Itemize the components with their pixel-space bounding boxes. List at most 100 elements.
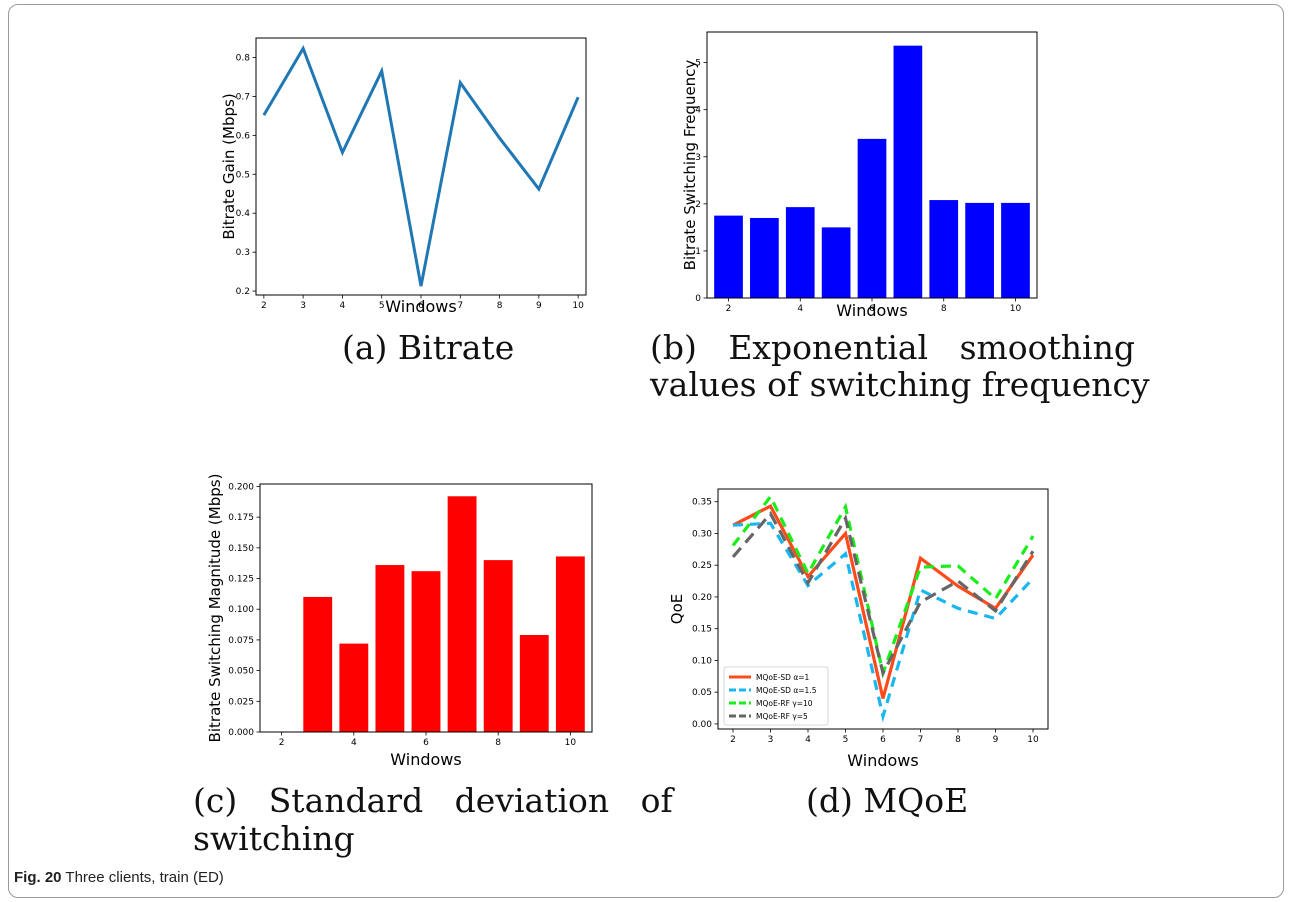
y-tick-label: 1 bbox=[695, 247, 701, 257]
x-tick-label: 2 bbox=[261, 301, 267, 311]
x-axis-label: Windows bbox=[390, 750, 461, 769]
switching-magnitude-chart: 2 4 6 8 10 0.000 0.025 0.050 0.075 0.100 0.125 0.15… bbox=[206, 474, 593, 769]
x-tick-label: 8 bbox=[955, 735, 961, 745]
y-tick-label: 0.6 bbox=[236, 131, 251, 141]
x-tick-label: 3 bbox=[768, 735, 774, 745]
caption-a: (a) Bitrate bbox=[342, 328, 515, 367]
y-axis-label: QoE bbox=[668, 594, 686, 624]
y-tick-label: 0.000 bbox=[228, 728, 254, 738]
x-tick-label: 4 bbox=[340, 301, 346, 311]
x-tick-label: 6 bbox=[869, 304, 875, 314]
panel-b: 2 4 6 8 10 0 1 2 3 4 5 Windows Bitrate Switching Fre… bbox=[670, 20, 1070, 330]
panel-d: 2 3 4 5 6 7 8 9 10 0.00 0.05 0.10 0.15 0.20 0.25 0.30 0.… bbox=[660, 470, 1080, 780]
bar bbox=[785, 207, 815, 298]
legend-box bbox=[723, 666, 829, 726]
x-tick-label: 5 bbox=[379, 301, 385, 311]
y-tick-label: 0.25 bbox=[692, 561, 712, 571]
y-tick-label: 0.075 bbox=[228, 636, 254, 646]
caption-d: (d) MQoE bbox=[806, 781, 969, 820]
x-tick-label: 8 bbox=[495, 738, 501, 748]
y-tick-label: 0.200 bbox=[228, 482, 254, 492]
bitrate-gain-chart: 2 3 4 5 6 7 8 9 10 0.2 0.3 0.4 0.5 0.6 0.7 0.8 Windows Bi… bbox=[220, 37, 587, 316]
bar bbox=[375, 565, 405, 732]
x-tick-label: 6 bbox=[880, 735, 886, 745]
switching-frequency-chart: 2 4 6 8 10 0 1 2 3 4 5 Windows Bitrate Switching Fre… bbox=[681, 31, 1038, 320]
y-axis-label: Bitrate Switching Frequency bbox=[681, 60, 699, 271]
bar bbox=[929, 200, 959, 298]
y-tick-label: 0.3 bbox=[236, 248, 250, 258]
y-tick-label: 0 bbox=[695, 294, 701, 304]
bar bbox=[714, 215, 743, 298]
legend-label: MQoE-RF γ=5 bbox=[756, 712, 808, 721]
bar bbox=[411, 571, 441, 732]
bar bbox=[893, 45, 923, 298]
x-tick-label: 2 bbox=[279, 738, 285, 748]
y-tick-label: 0.15 bbox=[692, 625, 712, 635]
y-tick-label: 0.025 bbox=[228, 697, 254, 707]
y-axis-label: Bitrate Gain (Mbps) bbox=[220, 93, 238, 239]
legend-label: MQoE-SD α=1 bbox=[756, 673, 810, 682]
series-line bbox=[732, 504, 1035, 699]
x-tick-label: 7 bbox=[918, 735, 924, 745]
y-tick-label: 0.2 bbox=[236, 287, 250, 297]
x-tick-label: 9 bbox=[993, 735, 999, 745]
y-tick-label: 0.7 bbox=[236, 92, 250, 102]
bar bbox=[965, 202, 994, 298]
mqoe-chart: 2 3 4 5 6 7 8 9 10 0.00 0.05 0.10 0.15 0.20 0.25 0.30 0.… bbox=[668, 488, 1049, 770]
y-axis-label: Bitrate Switching Magnitude (Mbps) bbox=[206, 474, 224, 743]
caption-c-line1: (c) Standard deviation of bbox=[193, 781, 673, 820]
x-tick-label: 7 bbox=[457, 301, 463, 311]
x-tick-label: 4 bbox=[805, 735, 811, 745]
y-tick-label: 0.175 bbox=[228, 513, 254, 523]
x-tick-label: 10 bbox=[565, 738, 577, 748]
x-tick-label: 4 bbox=[797, 304, 803, 314]
x-tick-label: 10 bbox=[572, 301, 584, 311]
bar bbox=[857, 138, 887, 298]
y-tick-label: 0.100 bbox=[228, 605, 254, 615]
figure-frame bbox=[8, 4, 1284, 898]
y-tick-label: 5 bbox=[695, 59, 701, 69]
x-axis-label: Windows bbox=[847, 751, 918, 770]
caption-b-line2: values of switching frequency bbox=[650, 365, 1150, 404]
bar bbox=[1001, 202, 1030, 298]
y-tick-label: 0.5 bbox=[236, 170, 250, 180]
y-tick-label: 0.20 bbox=[692, 593, 712, 603]
caption-c-line2: switching bbox=[193, 819, 355, 858]
y-tick-label: 0.4 bbox=[236, 209, 251, 219]
legend-label: MQoE-RF γ=10 bbox=[756, 699, 813, 708]
x-tick-label: 8 bbox=[497, 301, 503, 311]
legend: MQoE-SD α=1 MQoE-SD α=1.5 MQoE-RF γ=10 MQoE… bbox=[723, 666, 829, 726]
x-tick-label: 2 bbox=[726, 304, 732, 314]
figure-number: Fig. 20 bbox=[14, 869, 62, 886]
bar bbox=[303, 596, 333, 732]
y-tick-label: 3 bbox=[695, 153, 701, 163]
figure-caption: Fig. 20 Three clients, train (ED) bbox=[14, 869, 224, 886]
bar bbox=[519, 635, 549, 732]
x-tick-label: 2 bbox=[730, 735, 736, 745]
x-tick-label: 8 bbox=[941, 304, 947, 314]
y-tick-label: 0.35 bbox=[692, 498, 712, 508]
bar bbox=[339, 643, 369, 732]
x-tick-label: 9 bbox=[536, 301, 542, 311]
series-line bbox=[262, 45, 580, 287]
x-tick-label: 6 bbox=[418, 301, 424, 311]
bar bbox=[555, 556, 585, 732]
caption-b-line1: (b) Exponential smoothing bbox=[650, 328, 1135, 367]
bar bbox=[483, 560, 513, 732]
panel-c: 2 4 6 8 10 0.000 0.025 0.050 0.075 0.100 0.125 0.15… bbox=[200, 460, 620, 780]
y-tick-label: 4 bbox=[695, 106, 701, 116]
y-tick-label: 0.8 bbox=[236, 53, 251, 63]
x-tick-label: 6 bbox=[423, 738, 429, 748]
x-axis-label: Windows bbox=[385, 297, 456, 316]
series-line bbox=[731, 510, 1035, 678]
panel-a: 2 3 4 5 6 7 8 9 10 0.2 0.3 0.4 0.5 0.6 0.7 0.8 Windows Bi… bbox=[200, 20, 600, 330]
plot-frame bbox=[255, 37, 587, 296]
y-tick-label: 0.050 bbox=[228, 667, 254, 677]
y-tick-label: 0.150 bbox=[228, 544, 254, 554]
y-tick-label: 0.00 bbox=[692, 720, 712, 730]
y-tick-label: 0.05 bbox=[692, 688, 712, 698]
x-tick-label: 10 bbox=[1010, 304, 1022, 314]
bar bbox=[750, 217, 779, 298]
y-tick-label: 0.10 bbox=[692, 656, 712, 666]
x-tick-label: 10 bbox=[1027, 735, 1039, 745]
